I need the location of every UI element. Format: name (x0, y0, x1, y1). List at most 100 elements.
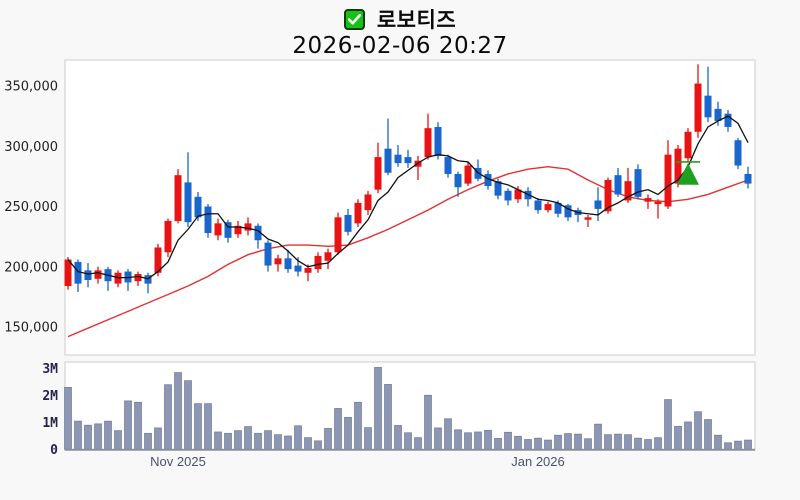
ma-long-path (67, 166, 749, 338)
volume-bar (504, 431, 512, 450)
volume-bar (484, 429, 492, 450)
volume-bar (94, 423, 102, 450)
candle-body (734, 140, 742, 166)
volume-bar (424, 394, 432, 450)
volume-bar (64, 387, 72, 450)
volume-bar (434, 427, 442, 450)
candle-body (94, 270, 102, 279)
candle-body (654, 201, 662, 205)
stock-name: 로보티즈 (376, 8, 457, 32)
volume-bar (74, 420, 82, 450)
volume-bar (234, 430, 242, 450)
volume-bar (154, 427, 162, 450)
volume-bar (304, 437, 312, 450)
candle-body (504, 190, 512, 201)
candle-body (374, 157, 382, 190)
candle-body (644, 198, 652, 202)
up-triangle-icon (677, 163, 699, 185)
volume-bar (284, 435, 292, 450)
candle-body (184, 182, 192, 223)
ma-short-path (67, 115, 749, 280)
price-tick-label: 350,000 (4, 80, 58, 95)
price-tick-label: 150,000 (4, 321, 58, 336)
volume-bar (584, 438, 592, 450)
candle-body (84, 270, 92, 281)
volume-bar (344, 417, 352, 450)
candle-body (444, 157, 452, 174)
volume-bar (414, 437, 422, 450)
candle-body (614, 175, 622, 195)
volume-bar (594, 423, 602, 450)
volume-bar (164, 384, 172, 450)
candle-body (584, 217, 592, 220)
candle-body (704, 95, 712, 118)
volume-bar (684, 421, 692, 450)
volume-bar (474, 431, 482, 450)
volume-bar (554, 434, 562, 450)
volume-bar (314, 440, 322, 450)
candle-body (324, 252, 332, 261)
candle-body (134, 273, 142, 282)
chart-header: 로보티즈 2026-02-06 20:27 (0, 0, 800, 59)
candle-body (234, 225, 242, 235)
candle-body (604, 179, 612, 212)
volume-bar (204, 403, 212, 450)
candle-body (384, 148, 392, 173)
volume-bar (324, 428, 332, 450)
volume-axis-labels: 3M 2M 1M 0 (42, 362, 58, 458)
candle-body (194, 196, 202, 218)
volume-bar (494, 438, 502, 450)
candle-body (224, 222, 232, 238)
volume-tick-label: 2M (42, 389, 58, 404)
volume-bar (644, 439, 652, 450)
volume-bar (124, 400, 132, 450)
price-plot-area (64, 59, 756, 356)
volume-bar (564, 433, 572, 450)
candle-body (304, 267, 312, 273)
candle-body (284, 258, 292, 270)
volume-bar (624, 434, 632, 450)
volume-tick-label: 0 (50, 443, 58, 458)
price-tick-label: 250,000 (4, 200, 58, 215)
chart-datetime: 2026-02-06 20:27 (292, 33, 508, 59)
ma-long-line (67, 166, 749, 338)
candle-body (394, 154, 402, 164)
volume-bar (274, 434, 282, 450)
volume-bar (724, 442, 732, 450)
candle-body (434, 126, 442, 156)
candle-body (424, 128, 432, 158)
volume-bar (534, 437, 542, 450)
candle-body (624, 181, 632, 201)
volume-bar (244, 426, 252, 450)
x-axis-labels: Nov 2025 Jan 2026 (150, 454, 565, 469)
volume-tick-label: 3M (42, 362, 58, 377)
volume-bar (174, 372, 182, 450)
volume-bar (524, 439, 532, 450)
volume-bar (574, 433, 582, 450)
candle-body (634, 169, 642, 197)
candle-body (514, 189, 522, 200)
candle-body (744, 173, 752, 184)
volume-bar (704, 419, 712, 450)
candle-body (244, 223, 252, 231)
volume-bar (674, 425, 682, 450)
volume-bar (194, 403, 202, 450)
volume-bar (734, 440, 742, 450)
volume-bar (214, 431, 222, 450)
candle-body (684, 131, 692, 159)
price-tick-label: 300,000 (4, 140, 58, 155)
volume-bar (264, 430, 272, 450)
volume-bar (144, 432, 152, 450)
volume-bar (184, 380, 192, 450)
volume-bar (384, 384, 392, 450)
volume-bar (744, 439, 752, 450)
volume-bar (454, 429, 462, 450)
candle-body (484, 173, 492, 187)
candle-body (254, 225, 262, 241)
volume-bar (84, 424, 92, 450)
candle-body (554, 202, 562, 214)
volume-tick-label: 1M (42, 416, 58, 431)
candle-body (274, 258, 282, 265)
